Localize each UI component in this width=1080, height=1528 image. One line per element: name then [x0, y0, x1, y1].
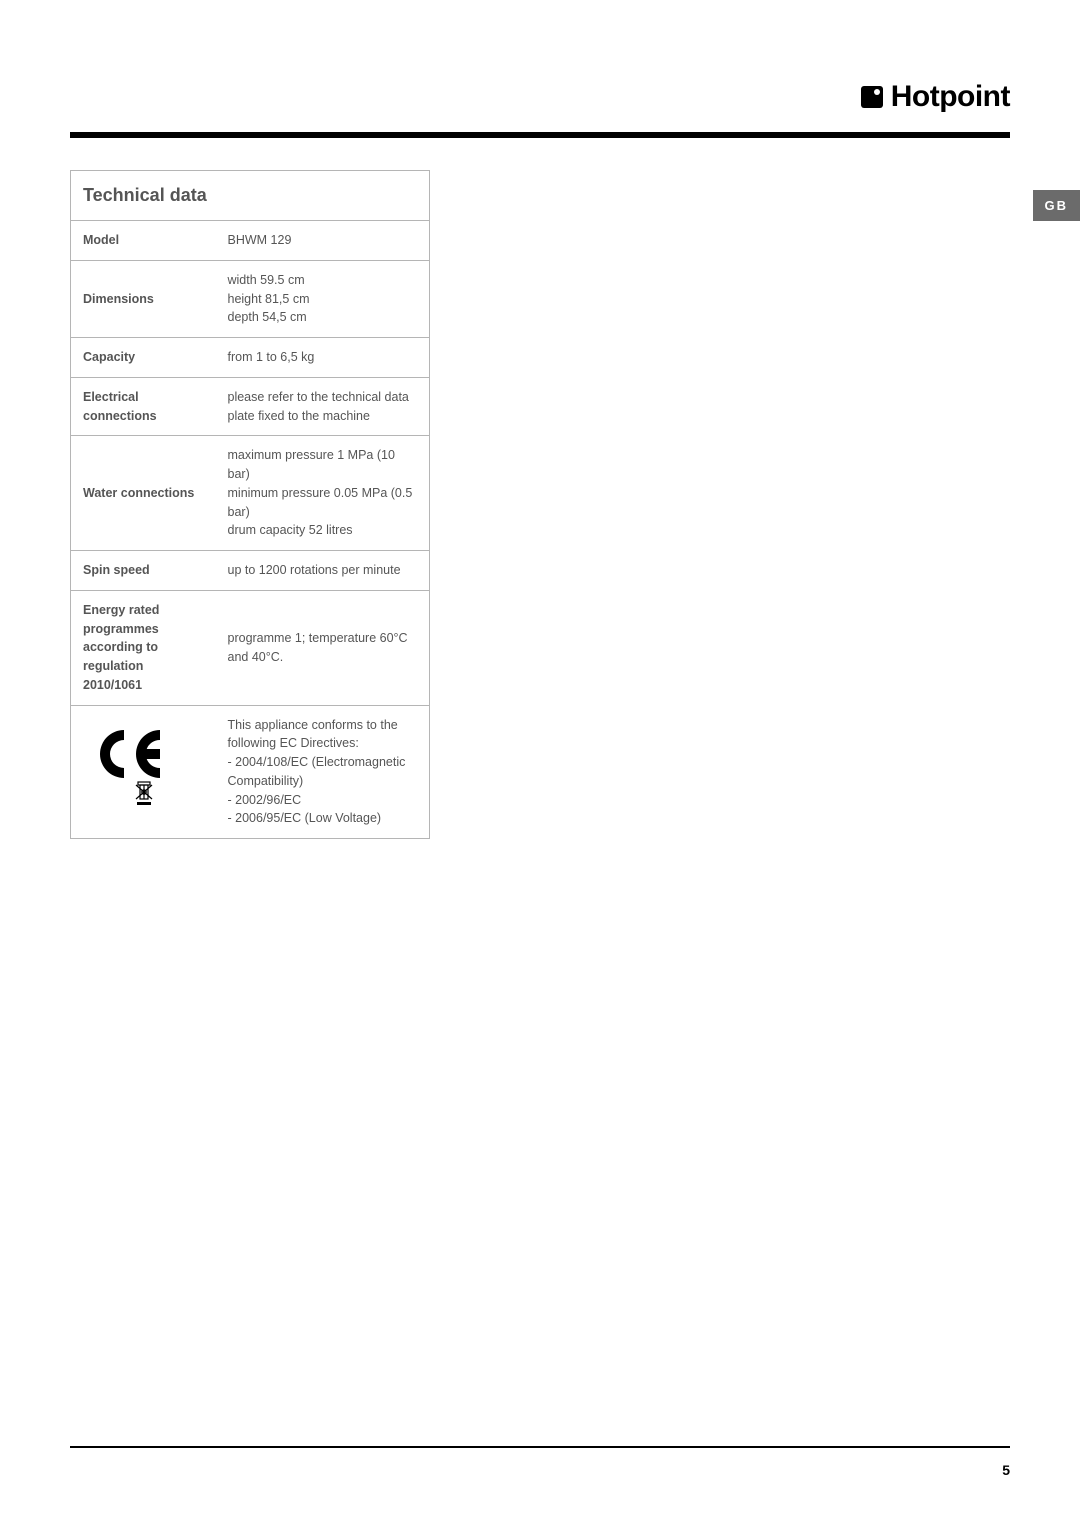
table-row: Water connectionsmaximum pressure 1 MPa … — [71, 436, 430, 551]
table-value: from 1 to 6,5 kg — [216, 338, 430, 378]
ce-mark-icon — [96, 726, 191, 811]
table-value: BHWM 129 — [216, 221, 430, 261]
table-row: Dimensionswidth 59.5 cmheight 81,5 cmdep… — [71, 260, 430, 337]
table-row: Capacityfrom 1 to 6,5 kg — [71, 338, 430, 378]
table-row: Spin speedup to 1200 rotations per minut… — [71, 551, 430, 591]
table-label: Capacity — [71, 338, 216, 378]
table-value: programme 1; temperature 60°C and 40°C. — [216, 590, 430, 705]
table-label: Water connections — [71, 436, 216, 551]
brand-name: Hotpoint — [891, 80, 1010, 114]
table-label: Energy rated programmes according to reg… — [71, 590, 216, 705]
ce-mark-cell — [71, 705, 216, 839]
brand-header: Hotpoint — [70, 80, 1010, 114]
brand-logo: Hotpoint — [861, 80, 1010, 114]
brand-logo-icon — [861, 86, 883, 108]
table-label: Model — [71, 221, 216, 261]
table-row: Energy rated programmes according to reg… — [71, 590, 430, 705]
table-label: Dimensions — [71, 260, 216, 337]
table-value: please refer to the technical data plate… — [216, 377, 430, 436]
bottom-rule — [70, 1446, 1010, 1448]
table-row: ModelBHWM 129 — [71, 221, 430, 261]
content-area: Technical data ModelBHWM 129Dimensionswi… — [70, 138, 1010, 839]
table-label: Electrical connections — [71, 377, 216, 436]
table-title: Technical data — [71, 171, 430, 221]
table-value: This appliance conforms to the following… — [216, 705, 430, 839]
table-row: This appliance conforms to the following… — [71, 705, 430, 839]
table-value: width 59.5 cmheight 81,5 cmdepth 54,5 cm — [216, 260, 430, 337]
table-value: up to 1200 rotations per minute — [216, 551, 430, 591]
table-value: maximum pressure 1 MPa (10 bar)minimum p… — [216, 436, 430, 551]
language-tab: GB — [1033, 190, 1080, 221]
technical-data-table: Technical data ModelBHWM 129Dimensionswi… — [70, 170, 430, 839]
page-number: 5 — [1002, 1462, 1010, 1478]
table-label: Spin speed — [71, 551, 216, 591]
table-row: Electrical connectionsplease refer to th… — [71, 377, 430, 436]
